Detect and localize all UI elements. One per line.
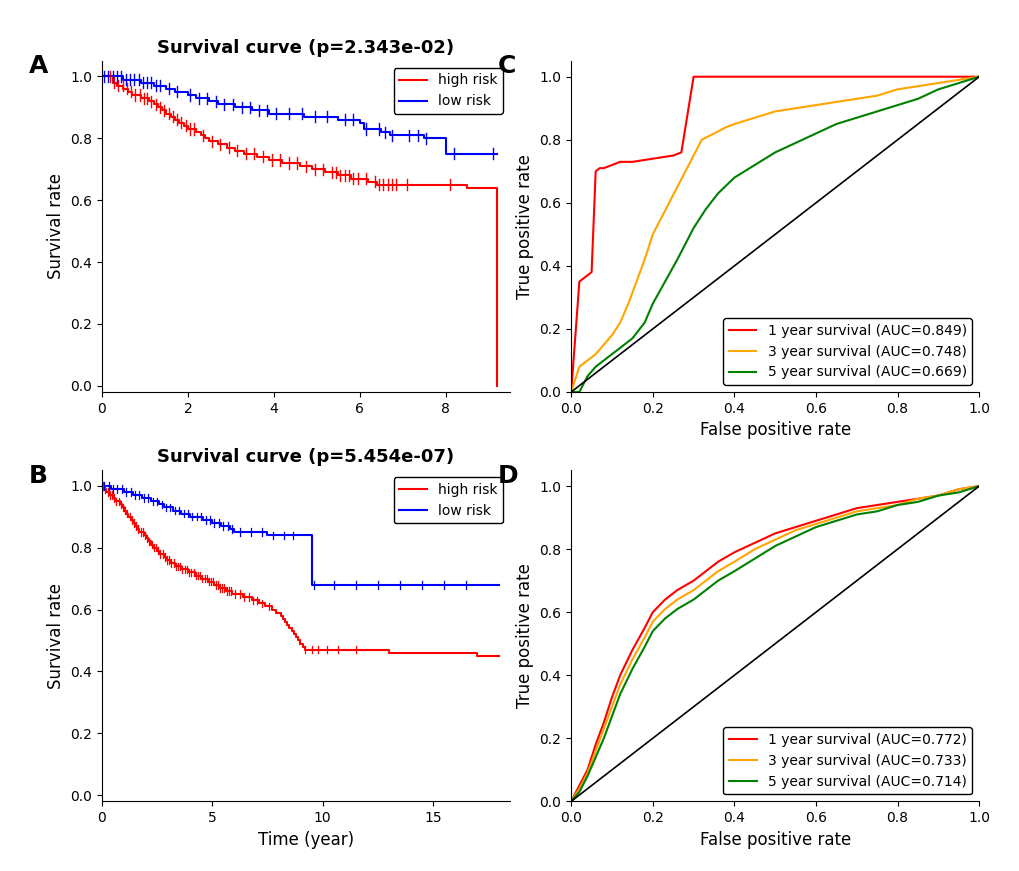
Title: Survival curve (p=2.343e-02): Survival curve (p=2.343e-02) [157,38,454,57]
Legend: 1 year survival (AUC=0.772), 3 year survival (AUC=0.733), 5 year survival (AUC=0: 1 year survival (AUC=0.772), 3 year surv… [722,727,971,794]
X-axis label: False positive rate: False positive rate [699,422,850,439]
Y-axis label: True positive rate: True positive rate [516,154,533,299]
Text: B: B [29,463,48,488]
Text: A: A [29,54,48,78]
Legend: high risk, low risk: high risk, low risk [393,68,502,114]
Legend: high risk, low risk: high risk, low risk [393,477,502,523]
Text: C: C [497,54,516,78]
Y-axis label: True positive rate: True positive rate [516,564,533,708]
Title: Survival curve (p=5.454e-07): Survival curve (p=5.454e-07) [157,448,454,466]
X-axis label: False positive rate: False positive rate [699,831,850,848]
Y-axis label: Survival rate: Survival rate [47,583,64,689]
Text: D: D [497,463,518,488]
Legend: 1 year survival (AUC=0.849), 3 year survival (AUC=0.748), 5 year survival (AUC=0: 1 year survival (AUC=0.849), 3 year surv… [722,318,971,385]
Y-axis label: Survival rate: Survival rate [47,173,64,280]
X-axis label: Time (year): Time (year) [258,831,354,848]
